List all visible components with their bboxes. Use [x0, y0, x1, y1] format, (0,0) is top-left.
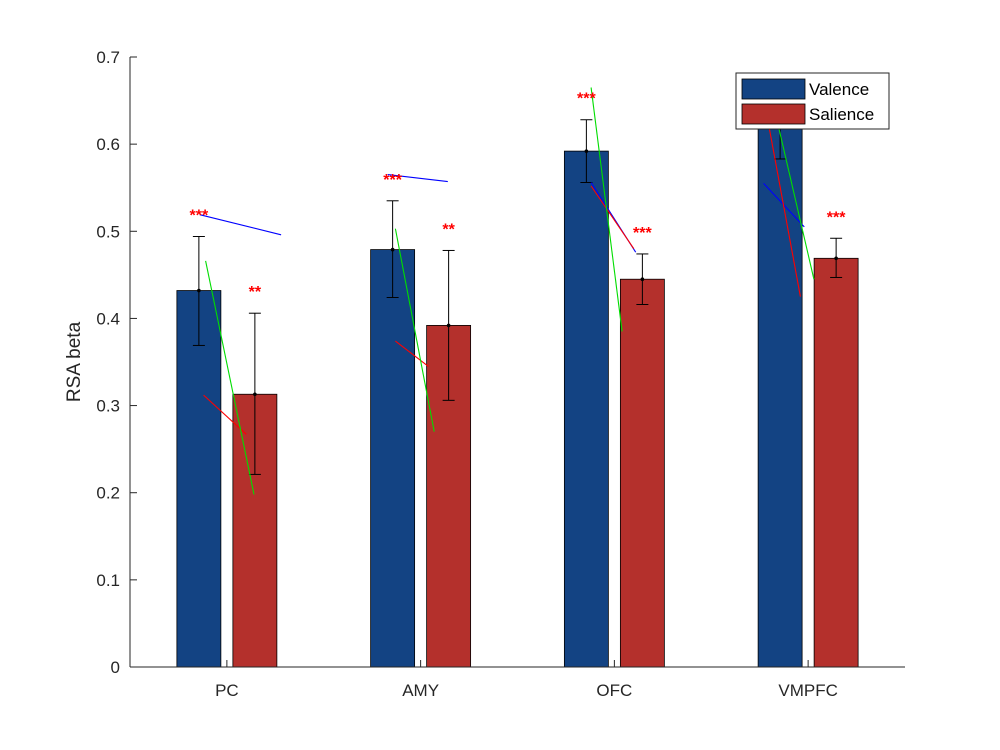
y-tick-label: 0.5 — [96, 222, 120, 241]
error-bar-valence-amy — [386, 200, 399, 299]
x-tick-label-ofc: OFC — [596, 681, 632, 700]
axes-layer: 0 0.1 0.2 0.3 0.4 0.5 0.6 0.7 PC AMY OFC VMPFC RSA b… — [64, 48, 905, 700]
overlay-line-3 — [387, 174, 448, 183]
bar-valence-amy — [370, 249, 416, 668]
legend-swatch-valence — [741, 78, 806, 100]
legend-label-valence: Valence — [809, 80, 869, 99]
error-bar-salience-amy — [442, 249, 455, 401]
legend: Valence Salience — [735, 72, 890, 130]
y-tick-label: 0.2 — [96, 484, 120, 503]
significance-valence-amy: *** — [383, 172, 402, 189]
y-tick-label: 0.1 — [96, 571, 120, 590]
error-bar-valence-ofc-mean-dot — [584, 149, 589, 153]
error-bar-valence-pc — [192, 236, 205, 346]
overlay-line-8 — [590, 87, 623, 332]
y-tick-label: 0.4 — [96, 309, 120, 328]
significance-layer: ************* ****** — [190, 91, 847, 301]
overlay-line-1 — [203, 394, 247, 435]
legend-label-salience: Salience — [809, 105, 874, 124]
x-tick-label-vmpfc: VMPFC — [778, 681, 838, 700]
bar-salience-ofc — [619, 278, 665, 668]
significance-salience-pc: ** — [249, 284, 262, 301]
bar-salience-vmpfc — [813, 257, 859, 668]
error-bar-salience-vmpfc — [830, 237, 843, 278]
overlay-line-10 — [766, 117, 801, 297]
overlay-line-4 — [395, 340, 429, 367]
y-axis-title: RSA beta — [64, 321, 85, 402]
error-bar-valence-amy-mean-dot — [390, 247, 395, 252]
error-bar-salience-ofc-mean-dot — [640, 277, 645, 282]
error-bar-salience-amy-mean-dot — [446, 323, 451, 328]
error-bar-salience-ofc — [636, 253, 649, 305]
y-tick-label: 0.7 — [96, 48, 120, 67]
bar-valence-pc — [176, 290, 222, 668]
x-tick-label-amy: AMY — [402, 681, 439, 700]
significance-valence-ofc: *** — [577, 91, 596, 108]
y-tick-label: 0.6 — [96, 135, 120, 154]
legend-swatch-salience — [741, 103, 806, 125]
bars-layer — [176, 102, 859, 668]
error-bar-salience-pc-mean-dot — [253, 392, 257, 397]
x-tick-label-pc: PC — [215, 681, 239, 700]
error-bars-layer — [192, 73, 843, 475]
error-bar-valence-ofc — [580, 119, 593, 183]
bar-valence-ofc — [563, 150, 609, 668]
significance-salience-vmpfc: *** — [827, 209, 846, 226]
significance-salience-ofc: *** — [633, 225, 652, 242]
error-bar-salience-pc — [248, 312, 261, 475]
significance-valence-pc: *** — [190, 208, 209, 225]
error-bar-valence-pc-mean-dot — [197, 288, 201, 293]
y-tick-label: 0 — [111, 658, 120, 677]
overlay-line-0 — [199, 214, 282, 236]
overlay-line-7 — [590, 185, 635, 250]
y-tick-label: 0.3 — [96, 397, 120, 416]
error-bar-salience-vmpfc-mean-dot — [834, 256, 838, 261]
overlay-lines-layer — [199, 87, 815, 495]
significance-salience-amy: ** — [442, 221, 455, 238]
overlay-line-2 — [205, 260, 255, 495]
overlay-line-5 — [394, 228, 435, 432]
